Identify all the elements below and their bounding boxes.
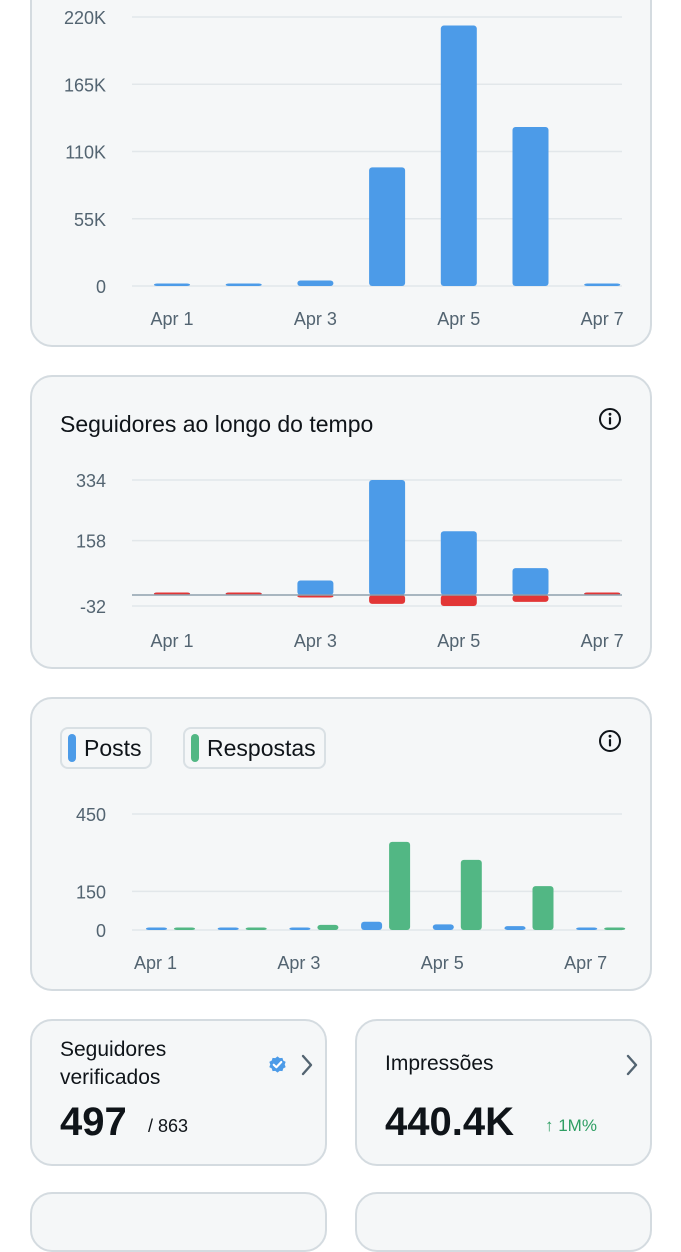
impressions-value: 440.4K	[385, 1100, 514, 1144]
info-icon[interactable]	[598, 407, 622, 431]
bar-series0-2	[297, 280, 334, 286]
x-tick-label: Apr 7	[581, 309, 624, 329]
bar-series1-5	[512, 594, 549, 602]
bar-posts-2	[289, 927, 311, 930]
legend-replies[interactable]: Respostas	[183, 727, 326, 769]
y-tick-label: 150	[76, 882, 106, 902]
bar-series1-4	[440, 594, 477, 606]
y-tick-label: 0	[96, 921, 106, 941]
y-tick-label: 220K	[64, 8, 106, 28]
bar-series0-3	[369, 167, 406, 286]
bar-series0-1	[225, 283, 262, 286]
bar-respostas-4	[460, 859, 482, 930]
verified-badge-icon	[269, 1056, 286, 1073]
verified-followers-value: 497	[60, 1100, 127, 1144]
followers-chart-card: Seguidores ao longo do tempo 334 158 -32 Ap…	[30, 375, 652, 669]
y-tick-label: -32	[80, 597, 106, 617]
impressions-stat-card[interactable]: Impressões 440.4K ↑ 1M%	[355, 1019, 652, 1166]
impressions-bar-chart: 220K 165K 110K 55K 0 Apr 1 Apr 3 Apr 5 Apr 7	[64, 8, 624, 329]
y-tick-label: 158	[76, 532, 106, 552]
verified-followers-card[interactable]: Seguidores verificados 497 / 863	[30, 1019, 327, 1166]
impressions-chart-card: 220K 165K 110K 55K 0 Apr 1 Apr 3 Apr 5 Apr 7	[30, 0, 652, 347]
y-tick-label: 165K	[64, 75, 106, 95]
bar-series0-2	[297, 580, 334, 595]
bar-series0-5	[512, 568, 549, 595]
bar-respostas-6	[604, 927, 626, 930]
bar-respostas-2	[317, 924, 339, 930]
legend-posts-label: Posts	[84, 734, 142, 761]
bar-series0-0	[154, 283, 190, 286]
verified-followers-total: / 863	[148, 1116, 189, 1136]
bar-respostas-5	[532, 886, 554, 930]
bar-posts-4	[432, 924, 454, 930]
x-tick-label: Apr 5	[437, 309, 480, 329]
x-tick-label: Apr 7	[564, 953, 607, 973]
bar-series0-4	[440, 25, 477, 287]
bar-posts-1	[217, 927, 239, 930]
activity-bar-chart: 450 150 0 Apr 1 Apr 3 Apr 5 Apr 7	[76, 805, 626, 973]
bar-series0-3	[369, 480, 406, 595]
legend-replies-label: Respostas	[207, 734, 316, 761]
bar-respostas-3	[389, 841, 411, 930]
info-icon[interactable]	[598, 729, 622, 753]
legend-posts-swatch	[68, 734, 76, 762]
bar-respostas-1	[245, 927, 267, 930]
bar-posts-3	[361, 921, 383, 930]
followers-bar-chart: 334 158 -32 Apr 1 Apr 3 Apr 5 Apr 7	[76, 471, 624, 651]
bar-series0-4	[440, 531, 477, 595]
y-tick-label: 110K	[65, 143, 106, 163]
bar-posts-5	[504, 926, 526, 930]
x-tick-label: Apr 5	[437, 631, 480, 651]
y-tick-label: 450	[76, 805, 106, 825]
bar-posts-0	[146, 927, 167, 930]
verified-followers-title: Seguidores verificados	[60, 1036, 166, 1092]
x-tick-label: Apr 3	[277, 953, 320, 973]
impressions-change: ↑ 1M%	[545, 1116, 597, 1135]
activity-chart-card: Posts Respostas 450 150 0 Apr 1 Apr 3 Apr 5 Ap…	[30, 697, 652, 991]
followers-chart-title: Seguidores ao longo do tempo	[60, 411, 374, 437]
bar-series1-3	[369, 594, 406, 604]
x-tick-label: Apr 1	[150, 309, 193, 329]
y-tick-label: 334	[76, 471, 106, 491]
x-tick-label: Apr 1	[134, 953, 177, 973]
legend-posts[interactable]: Posts	[60, 727, 152, 769]
verified-followers-title-line2: verificados	[60, 1066, 161, 1089]
legend-replies-swatch	[191, 734, 199, 762]
bar-series0-6	[584, 283, 621, 286]
stat-card-partial-right[interactable]	[355, 1192, 652, 1252]
bar-respostas-0	[174, 927, 195, 930]
chevron-right-icon[interactable]	[300, 1054, 314, 1076]
x-tick-label: Apr 3	[294, 631, 337, 651]
verified-followers-title-line1: Seguidores	[60, 1038, 167, 1061]
x-tick-label: Apr 5	[421, 953, 464, 973]
y-tick-label: 55K	[74, 210, 106, 230]
x-tick-label: Apr 7	[581, 631, 624, 651]
stat-card-partial-left[interactable]	[30, 1192, 327, 1252]
chevron-right-icon[interactable]	[625, 1054, 639, 1076]
bar-series0-5	[512, 127, 549, 286]
x-tick-label: Apr 3	[294, 309, 337, 329]
y-tick-label: 0	[96, 277, 106, 297]
impressions-title: Impressões	[385, 1052, 494, 1075]
x-tick-label: Apr 1	[150, 631, 193, 651]
bar-posts-6	[576, 927, 598, 930]
